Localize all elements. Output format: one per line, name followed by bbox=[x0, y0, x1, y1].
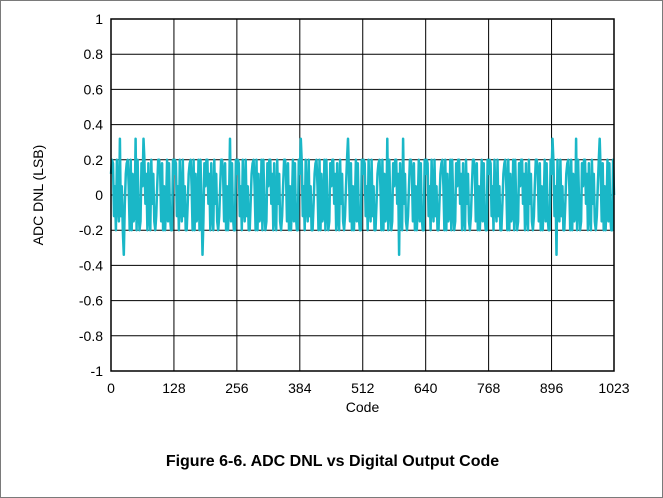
x-tick-label: 640 bbox=[414, 380, 438, 396]
x-tick-label: 1023 bbox=[598, 380, 629, 396]
y-tick-labels: 1 0.8 0.6 0.4 0.2 0 -0.2 -0.4 -0.6 -0.8 -1 bbox=[79, 11, 103, 379]
y-tick-label: -1 bbox=[91, 363, 104, 379]
y-tick-label: -0.2 bbox=[79, 222, 103, 238]
x-tick-label: 256 bbox=[225, 380, 249, 396]
x-tick-labels: 0 128 256 384 512 640 768 896 1023 bbox=[107, 380, 630, 396]
x-tick-label: 128 bbox=[162, 380, 186, 396]
x-axis-label: Code bbox=[346, 399, 380, 415]
dnl-trace bbox=[109, 137, 616, 257]
plot-area bbox=[110, 18, 615, 372]
y-tick-label: 0 bbox=[95, 187, 103, 203]
y-tick-label: -0.6 bbox=[79, 293, 103, 309]
y-axis-label: ADC DNL (LSB) bbox=[30, 145, 46, 246]
dnl-chart: 0 128 256 384 512 640 768 896 1023 1 0.8 0.6 0.4 0.2… bbox=[30, 11, 630, 415]
y-tick-label: -0.8 bbox=[79, 328, 103, 344]
x-tick-label: 896 bbox=[540, 380, 564, 396]
y-tick-label: -0.4 bbox=[79, 257, 103, 273]
dnl-series bbox=[109, 137, 616, 257]
y-tick-label: 0.4 bbox=[84, 117, 104, 133]
x-tick-label: 512 bbox=[351, 380, 375, 396]
y-tick-label: 1 bbox=[95, 11, 103, 27]
y-tick-label: 0.8 bbox=[84, 46, 104, 62]
x-tick-label: 0 bbox=[107, 380, 115, 396]
y-tick-label: 0.6 bbox=[84, 81, 104, 97]
x-tick-label: 384 bbox=[288, 380, 312, 396]
figure-caption: Figure 6-6. ADC DNL vs Digital Output Co… bbox=[165, 453, 500, 470]
x-tick-label: 768 bbox=[477, 380, 501, 396]
y-tick-label: 0.2 bbox=[84, 152, 104, 168]
